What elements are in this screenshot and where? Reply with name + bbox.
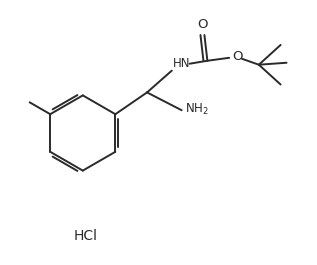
Text: HN: HN [173,57,190,70]
Text: HCl: HCl [74,229,98,243]
Text: O: O [197,18,208,31]
Text: O: O [232,50,243,63]
Text: NH$_2$: NH$_2$ [184,102,209,117]
